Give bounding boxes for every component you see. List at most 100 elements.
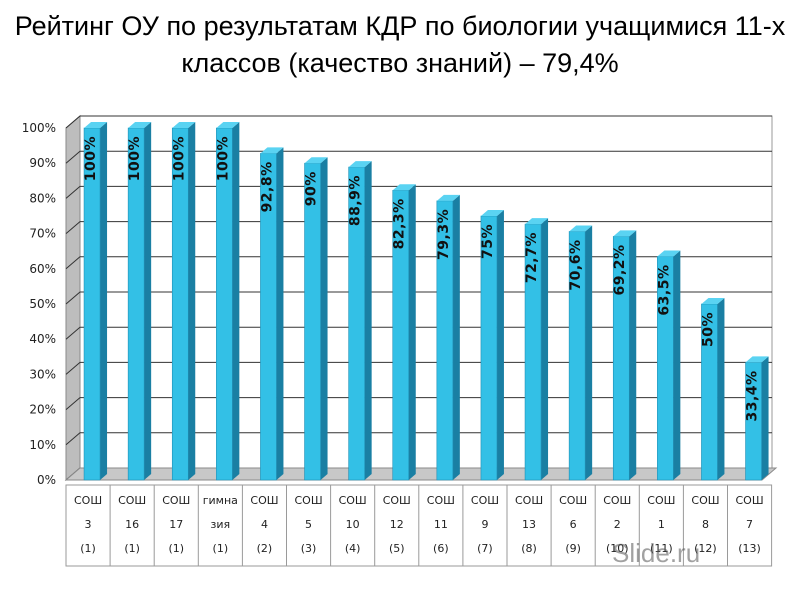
bar-side xyxy=(276,147,284,480)
category-label: (4) xyxy=(345,542,361,555)
data-label: 100% xyxy=(171,136,187,181)
category-label: 6 xyxy=(570,518,577,531)
chart-title: Рейтинг ОУ по результатам КДР по биологи… xyxy=(14,11,786,78)
bar-top xyxy=(84,122,108,128)
y-tick-label: 20% xyxy=(29,403,56,417)
category-label: СОШ xyxy=(515,494,543,507)
bar-side xyxy=(188,122,196,480)
data-label: 33,4% xyxy=(745,370,761,421)
bar-side xyxy=(673,250,681,480)
category-label: (3) xyxy=(301,542,317,555)
bar-top xyxy=(436,194,460,201)
y-tick-label: 70% xyxy=(29,227,56,241)
y-tick-label: 60% xyxy=(29,262,56,276)
category-label: СОШ xyxy=(603,494,631,507)
bar-side xyxy=(717,298,725,480)
data-label: 90% xyxy=(304,171,320,206)
category-label: 16 xyxy=(125,518,139,531)
bar-side xyxy=(496,210,504,480)
category-label: 13 xyxy=(522,518,536,531)
data-label: 100% xyxy=(215,136,231,181)
category-label: СОШ xyxy=(250,494,278,507)
category-label: 9 xyxy=(481,518,488,531)
gridline xyxy=(65,185,772,199)
bar-side xyxy=(144,122,152,480)
category-label: 5 xyxy=(305,518,312,531)
y-tick-label: 0% xyxy=(37,473,56,487)
data-label: 69,2% xyxy=(612,244,628,295)
category-label: СОШ xyxy=(691,494,719,507)
y-tick-label: 30% xyxy=(29,367,56,381)
data-label: 75% xyxy=(480,224,496,259)
data-label: 88,9% xyxy=(348,175,364,226)
category-label: 11 xyxy=(434,518,448,531)
data-label: 79,3% xyxy=(436,209,452,260)
category-label: 8 xyxy=(702,518,709,531)
category-label: (7) xyxy=(477,542,493,555)
category-label: СОШ xyxy=(647,494,675,507)
data-label: 50% xyxy=(700,312,716,347)
category-label: СОШ xyxy=(559,494,587,507)
y-tick-label: 90% xyxy=(29,156,56,170)
bar-top xyxy=(745,356,769,363)
bar-side xyxy=(364,161,372,480)
category-label: гимна xyxy=(203,494,238,507)
y-tick-label: 80% xyxy=(29,191,56,205)
data-label: 100% xyxy=(83,136,99,181)
category-label: 3 xyxy=(85,518,92,531)
category-label: СОШ xyxy=(294,494,322,507)
category-label: (10) xyxy=(606,542,629,555)
category-label: СОШ xyxy=(427,494,455,507)
category-label: 17 xyxy=(169,518,183,531)
bar-top xyxy=(392,184,416,191)
data-label: 70,6% xyxy=(568,239,584,290)
bar-side xyxy=(100,122,108,480)
bar-side xyxy=(232,122,240,480)
bar-top xyxy=(128,122,152,128)
category-label: (6) xyxy=(433,542,449,555)
bar-top xyxy=(348,161,372,168)
category-label: (1) xyxy=(213,542,229,555)
category-label: СОШ xyxy=(383,494,411,507)
category-label: (13) xyxy=(738,542,761,555)
category-label: (9) xyxy=(565,542,581,555)
data-label: 63,5% xyxy=(656,264,672,315)
bar xyxy=(304,162,321,481)
gridline xyxy=(65,115,772,129)
y-tick-label: 100% xyxy=(22,121,56,135)
bar-side xyxy=(320,157,328,480)
data-label: 100% xyxy=(127,136,143,181)
data-label: 92,8% xyxy=(259,161,275,212)
bar-top xyxy=(525,218,549,225)
category-label: СОШ xyxy=(74,494,102,507)
bar-side xyxy=(541,218,549,480)
category-label: (1) xyxy=(168,542,184,555)
bar-top xyxy=(569,225,593,232)
category-label: 4 xyxy=(261,518,268,531)
category-label: СОШ xyxy=(471,494,499,507)
bar-side xyxy=(761,356,769,480)
watermark-text: Slide.ru xyxy=(612,538,700,568)
bar-top xyxy=(216,122,240,128)
category-label: (1) xyxy=(80,542,96,555)
category-label: 2 xyxy=(614,518,621,531)
bar-top xyxy=(480,210,504,216)
gridline xyxy=(65,150,772,164)
category-label: (11) xyxy=(650,542,673,555)
category-label: 10 xyxy=(346,518,360,531)
category-label: (2) xyxy=(257,542,273,555)
bar-top xyxy=(172,122,196,128)
y-tick-label: 40% xyxy=(29,332,56,346)
category-label: СОШ xyxy=(339,494,367,507)
category-label: (1) xyxy=(124,542,140,555)
bar-side xyxy=(629,230,637,480)
bar-side xyxy=(408,184,416,480)
category-label: (8) xyxy=(521,542,537,555)
category-label: СОШ xyxy=(162,494,190,507)
bar-top xyxy=(701,298,725,304)
y-tick-label: 50% xyxy=(29,297,56,311)
category-label: зия xyxy=(211,518,231,531)
bar-top xyxy=(260,147,284,154)
category-label: СОШ xyxy=(735,494,763,507)
